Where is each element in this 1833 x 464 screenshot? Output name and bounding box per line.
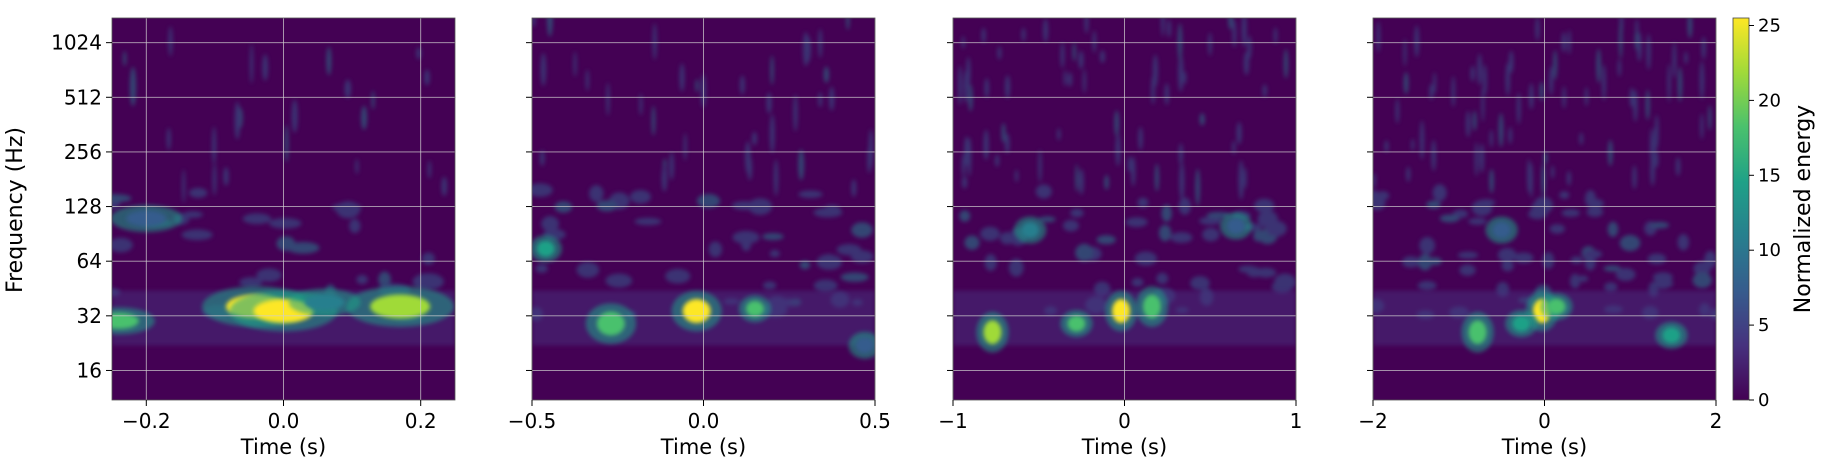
- energy-blob: [1021, 222, 1040, 239]
- colorbar-tick-label: 10: [1758, 240, 1781, 261]
- energy-blob: [682, 299, 711, 324]
- y-tick-label: 32: [77, 304, 102, 328]
- energy-blob: [112, 312, 139, 329]
- colorbar-tick-label: 15: [1758, 165, 1781, 186]
- colorbar: 0 5 10 15 20 25 Normalized energy: [1732, 15, 1816, 411]
- panel: −2 0 2 Time (s): [1358, 17, 1723, 459]
- y-tick-label: 1024: [51, 31, 102, 55]
- x-tick-label: 2: [1710, 409, 1723, 433]
- energy-blob: [1468, 320, 1487, 345]
- energy-blob: [1547, 298, 1566, 315]
- energy-blob: [745, 300, 764, 317]
- colorbar-gradient: [1732, 17, 1750, 401]
- x-tick-label: 1: [1290, 409, 1303, 433]
- energy-blob: [855, 337, 874, 354]
- y-tick-label: 128: [64, 195, 102, 219]
- energy-blob: [304, 294, 345, 311]
- y-tick-label: 256: [64, 140, 102, 164]
- energy-blob: [1512, 315, 1531, 332]
- energy-blob: [596, 311, 625, 336]
- y-tick-label: 16: [77, 358, 102, 382]
- x-tick-label: −2: [1358, 409, 1387, 433]
- energy-blob: [370, 294, 431, 319]
- energy-blob: [1492, 222, 1511, 239]
- x-axis-label: Time (s): [1501, 435, 1587, 459]
- x-tick-label: −0.2: [122, 409, 171, 433]
- x-axis-label: Time (s): [240, 435, 326, 459]
- panel: −1 0 1 Time (s): [938, 17, 1303, 459]
- panel: −0.5 0.0 0.5 Time (s): [508, 17, 891, 459]
- energy-blob: [1112, 299, 1131, 324]
- colorbar-label: Normalized energy: [1791, 105, 1816, 313]
- energy-blob: [536, 240, 555, 257]
- energy-blob: [1142, 294, 1161, 319]
- x-tick-label: 0.0: [688, 409, 720, 433]
- y-axis-label: Frequency (Hz): [3, 127, 28, 293]
- colorbar-tick-label: 25: [1758, 15, 1781, 36]
- y-tick-label: 512: [64, 85, 102, 109]
- energy-blob: [1662, 327, 1681, 344]
- panel: 16 32 64 128 256 512 1024 −0.2 0.0 0.2 Time (s): [51, 17, 456, 459]
- y-tick-label: 64: [77, 249, 102, 273]
- colorbar-tick-label: 5: [1758, 315, 1769, 336]
- x-tick-label: 0: [1118, 409, 1131, 433]
- x-tick-label: 0.5: [859, 409, 891, 433]
- x-tick-label: −0.5: [508, 409, 557, 433]
- colorbar-tick-label: 20: [1758, 90, 1781, 111]
- x-axis-label: Time (s): [1081, 435, 1167, 459]
- colorbar-tick-label: 0: [1758, 390, 1769, 411]
- x-tick-label: 0.2: [405, 409, 437, 433]
- x-tick-label: 0: [1538, 409, 1551, 433]
- x-axis-label: Time (s): [660, 435, 746, 459]
- x-tick-label: 0.0: [268, 409, 300, 433]
- energy-blob: [1226, 218, 1245, 235]
- energy-blob: [983, 320, 1002, 345]
- energy-blob: [1067, 315, 1086, 332]
- x-tick-label: −1: [938, 409, 967, 433]
